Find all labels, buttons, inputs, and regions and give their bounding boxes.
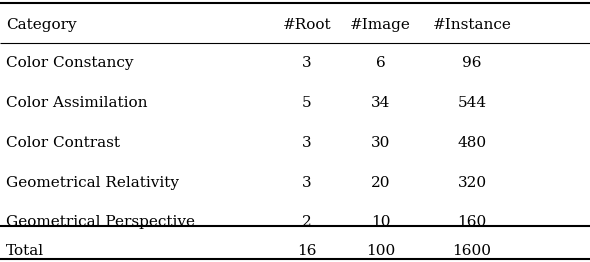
Text: Total: Total	[6, 244, 44, 258]
Text: Category: Category	[6, 18, 77, 32]
Text: 160: 160	[457, 215, 487, 230]
Text: 1600: 1600	[453, 244, 491, 258]
Text: 16: 16	[297, 244, 317, 258]
Text: #Instance: #Instance	[432, 18, 512, 32]
Text: 5: 5	[302, 96, 312, 110]
Text: Geometrical Relativity: Geometrical Relativity	[6, 176, 179, 190]
Text: 30: 30	[371, 136, 390, 150]
Text: 100: 100	[366, 244, 395, 258]
Text: 544: 544	[457, 96, 487, 110]
Text: 480: 480	[457, 136, 487, 150]
Text: 2: 2	[302, 215, 312, 230]
Text: 320: 320	[457, 176, 487, 190]
Text: Color Assimilation: Color Assimilation	[6, 96, 148, 110]
Text: 3: 3	[302, 56, 312, 70]
Text: #Root: #Root	[283, 18, 331, 32]
Text: Color Constancy: Color Constancy	[6, 56, 133, 70]
Text: 34: 34	[371, 96, 390, 110]
Text: Color Contrast: Color Contrast	[6, 136, 120, 150]
Text: 20: 20	[371, 176, 391, 190]
Text: 10: 10	[371, 215, 391, 230]
Text: 3: 3	[302, 136, 312, 150]
Text: 3: 3	[302, 176, 312, 190]
Text: 6: 6	[376, 56, 385, 70]
Text: Geometrical Perspective: Geometrical Perspective	[6, 215, 195, 230]
Text: 96: 96	[462, 56, 482, 70]
Text: #Image: #Image	[350, 18, 411, 32]
